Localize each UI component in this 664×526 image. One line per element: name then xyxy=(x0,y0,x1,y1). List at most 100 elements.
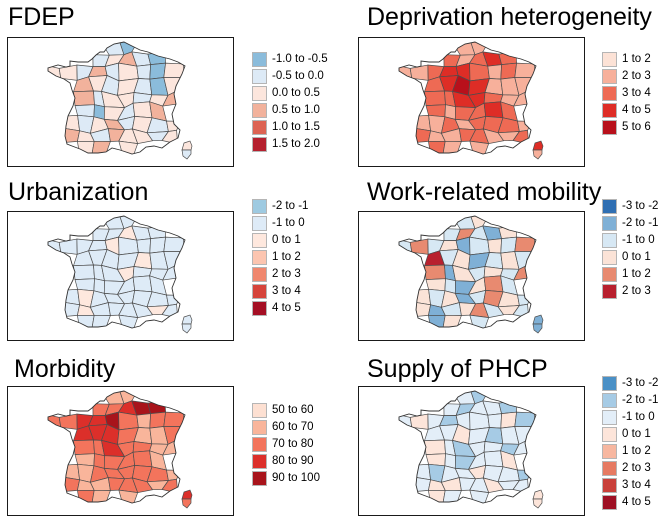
legend-label: 1 to 2 xyxy=(272,251,301,263)
legend-swatch xyxy=(252,86,267,101)
department xyxy=(181,140,193,151)
map-frame xyxy=(7,386,234,516)
legend-label: 3 to 4 xyxy=(272,285,301,297)
legend-label: 1 to 2 xyxy=(622,268,651,280)
legend-swatch xyxy=(602,444,617,459)
legend-swatch xyxy=(602,461,617,476)
department xyxy=(73,90,95,106)
legend-label: 90 to 100 xyxy=(272,472,320,484)
legend-swatch xyxy=(602,103,617,118)
legend-label: 1.5 to 2.0 xyxy=(272,138,320,150)
department xyxy=(498,225,517,239)
department xyxy=(452,391,476,405)
department xyxy=(412,463,432,481)
department xyxy=(412,114,432,132)
legend-label: 4 to 5 xyxy=(272,302,301,314)
department xyxy=(76,489,95,503)
legend-label: 0 to 1 xyxy=(622,251,651,263)
france-map xyxy=(47,215,193,334)
legend-swatch xyxy=(252,284,267,299)
legend-label: 3 to 4 xyxy=(622,87,651,99)
department xyxy=(532,140,544,151)
department xyxy=(91,489,111,503)
department xyxy=(442,314,462,328)
department xyxy=(181,489,193,500)
department xyxy=(118,411,139,431)
department xyxy=(412,301,432,318)
map-frame xyxy=(358,211,585,341)
department xyxy=(101,216,125,230)
department xyxy=(149,411,167,429)
legend-swatch xyxy=(602,267,617,282)
department-group xyxy=(48,391,185,503)
legend-label: 0 to 1 xyxy=(622,428,651,440)
department xyxy=(61,463,81,481)
department xyxy=(442,140,462,154)
department-group xyxy=(399,42,536,154)
corsica xyxy=(532,489,544,509)
france-map xyxy=(47,390,193,509)
legend-label: 70 to 80 xyxy=(272,438,314,450)
department xyxy=(118,62,139,82)
corsica xyxy=(181,314,193,334)
department xyxy=(498,51,517,65)
department xyxy=(61,301,81,318)
department xyxy=(412,288,432,306)
legend-label: 2 to 3 xyxy=(622,462,651,474)
legend-swatch xyxy=(252,52,267,67)
legend-label: -1.0 to -0.5 xyxy=(272,53,328,65)
department xyxy=(427,314,446,328)
legend-swatch xyxy=(602,376,617,391)
department xyxy=(76,140,95,154)
department xyxy=(136,238,151,254)
legend-label: 60 to 70 xyxy=(272,421,314,433)
legend-label: 1.0 to 1.5 xyxy=(272,121,320,133)
legend-label: 0.0 to 0.5 xyxy=(272,87,320,99)
department xyxy=(412,476,432,493)
legend-label: 1 to 2 xyxy=(622,53,651,65)
department xyxy=(147,225,166,239)
legend-swatch xyxy=(602,199,617,214)
map-frame xyxy=(7,37,234,167)
panel-title: Deprivation heterogeneity xyxy=(367,3,652,31)
department xyxy=(101,391,125,405)
department xyxy=(118,140,139,154)
department xyxy=(132,275,153,293)
map-frame xyxy=(7,211,234,341)
department-group xyxy=(48,42,185,154)
department xyxy=(532,489,544,500)
corsica xyxy=(181,140,193,160)
department xyxy=(181,323,192,334)
department xyxy=(483,101,504,119)
legend-swatch xyxy=(602,393,617,408)
legend-swatch xyxy=(252,199,267,214)
department xyxy=(469,62,490,82)
department xyxy=(61,288,81,306)
france-map xyxy=(398,215,544,334)
department xyxy=(61,114,81,132)
department xyxy=(132,450,153,468)
legend-swatch xyxy=(252,216,267,231)
legend-swatch xyxy=(602,233,617,248)
department xyxy=(101,42,125,56)
department xyxy=(132,101,153,119)
legend-label: 2 to 3 xyxy=(622,70,651,82)
department xyxy=(76,314,95,328)
department-group xyxy=(399,216,536,328)
legend-label: 2 to 3 xyxy=(272,268,301,280)
department xyxy=(118,236,139,256)
legend-label: -2 to -1 xyxy=(622,394,659,406)
department xyxy=(181,314,193,325)
legend-label: -2 to -1 xyxy=(272,200,309,212)
legend-swatch xyxy=(252,137,267,152)
department xyxy=(73,264,95,280)
legend-label: -2 to -1 xyxy=(622,217,659,229)
france-outline xyxy=(398,41,537,155)
legend-label: -1 to 0 xyxy=(272,217,305,229)
department xyxy=(118,314,139,328)
department xyxy=(412,127,432,144)
department xyxy=(181,498,192,509)
department xyxy=(500,236,518,254)
legend-swatch xyxy=(252,103,267,118)
map-frame xyxy=(358,37,585,167)
